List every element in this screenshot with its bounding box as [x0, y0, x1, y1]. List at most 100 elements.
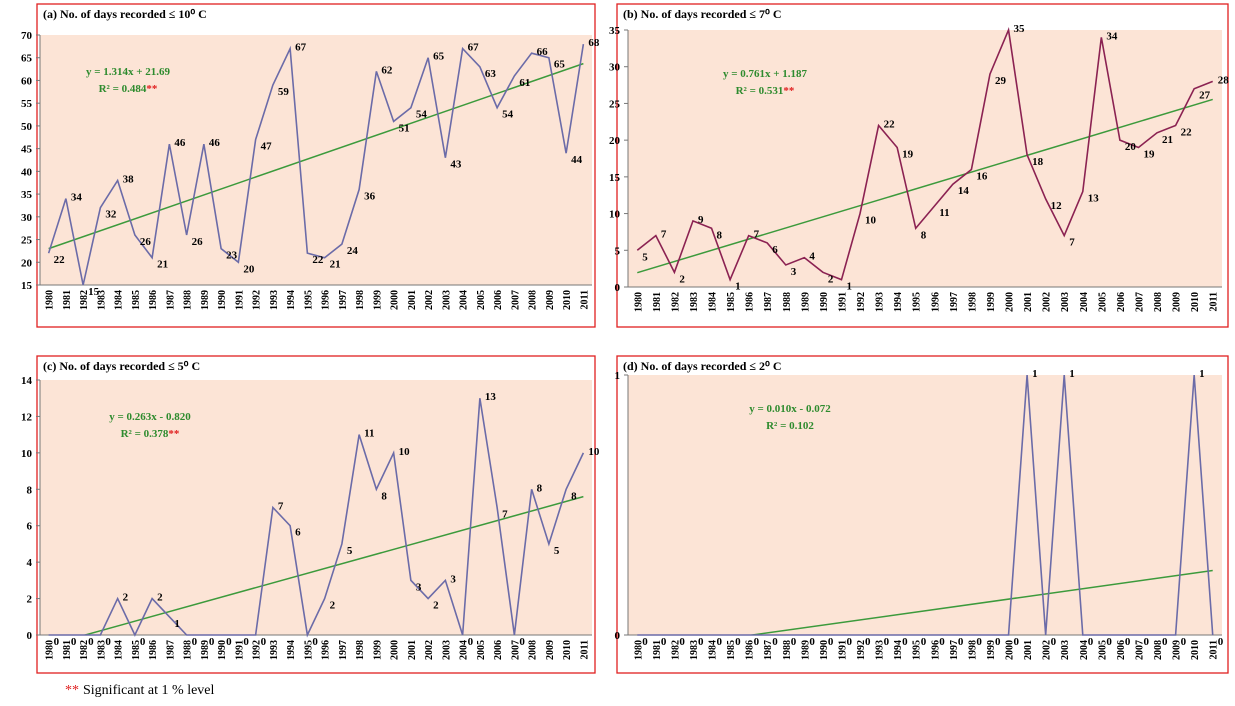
- x-tick-label: 1980: [45, 640, 56, 660]
- x-tick-label: 2006: [1116, 292, 1127, 312]
- x-tick-label: 1985: [726, 292, 737, 312]
- y-tick-label: 0: [27, 630, 33, 642]
- x-tick-label: 2001: [1023, 292, 1034, 312]
- data-label: 8: [537, 482, 543, 494]
- data-label: 0: [1181, 636, 1187, 648]
- data-label: 62: [381, 64, 393, 76]
- y-tick-label: 2: [27, 594, 33, 606]
- data-label: 0: [679, 636, 685, 648]
- y-tick-label: 0: [615, 630, 621, 642]
- plot-area: [628, 375, 1222, 635]
- chart-panel: (c) No. of days recorded ≤ 5⁰ C024681012…: [21, 355, 600, 674]
- x-tick-label: 1998: [355, 290, 366, 310]
- significance: **: [146, 83, 158, 95]
- data-label: 0: [791, 636, 797, 648]
- data-label: 0: [884, 636, 890, 648]
- x-tick-label: 1995: [912, 640, 923, 660]
- data-label: 0: [902, 636, 908, 648]
- x-tick-label: 1999: [372, 290, 383, 310]
- data-label: 1: [735, 281, 741, 293]
- data-label: 5: [347, 545, 353, 557]
- data-label: 0: [1088, 636, 1094, 648]
- data-line: [636, 27, 1214, 282]
- data-label: 1: [1069, 368, 1075, 380]
- data-label: 0: [226, 636, 232, 648]
- x-tick-label: 2005: [1097, 292, 1108, 312]
- x-tick-label: 1989: [800, 292, 811, 312]
- x-tick-label: 1994: [893, 640, 904, 660]
- x-tick-label: 1997: [949, 292, 960, 312]
- panel-title: (d) No. of days recorded ≤ 2⁰ C: [623, 359, 782, 373]
- x-tick-label: 1985: [131, 640, 142, 660]
- x-tick-label: 2007: [510, 290, 521, 310]
- x-tick-label: 1990: [819, 640, 830, 660]
- data-label: 0: [1162, 636, 1168, 648]
- data-label: 54: [416, 109, 428, 121]
- data-label: 21: [1162, 134, 1173, 146]
- data-label: 7: [1069, 237, 1075, 249]
- data-label: 5: [642, 251, 648, 263]
- data-label: 1: [1032, 368, 1038, 380]
- data-label: 11: [364, 428, 374, 440]
- data-label: 38: [123, 173, 135, 185]
- x-tick-label: 1995: [303, 640, 314, 660]
- trend-line: [746, 569, 1213, 635]
- data-label: 11: [939, 207, 949, 219]
- data-label: 14: [958, 185, 970, 197]
- chart-panel: (a) No. of days recorded ≤ 10⁰ C 15 20 25 30…: [21, 3, 600, 328]
- data-label: 8: [921, 229, 927, 241]
- data-line: [47, 43, 585, 286]
- x-tick-label: 1985: [131, 290, 142, 310]
- data-label: 3: [791, 266, 797, 278]
- x-tick-label: 1997: [949, 640, 960, 660]
- x-tick-label: 2008: [1153, 640, 1164, 660]
- x-tick-label: 1981: [62, 290, 73, 310]
- x-tick-label: 1980: [633, 292, 644, 312]
- x-tick-label: 2008: [528, 290, 539, 310]
- y-tick-label: 4: [27, 557, 33, 569]
- y-tick-label: 65: [21, 53, 33, 65]
- x-tick-label: 1987: [763, 292, 774, 312]
- trend-equation: y = 1.314x + 21.69: [86, 66, 171, 78]
- data-label: 6: [772, 244, 778, 256]
- data-label: 22: [312, 254, 324, 266]
- x-tick-label: 2003: [441, 640, 452, 660]
- r2-value: R² = 0.378: [121, 428, 169, 440]
- r2-value: R² = 0.102: [766, 420, 814, 432]
- data-label: 63: [485, 68, 497, 80]
- data-label: 2: [828, 273, 834, 285]
- data-label: 0: [717, 636, 723, 648]
- data-label: 0: [71, 636, 77, 648]
- x-tick-label: 1982: [79, 290, 90, 310]
- data-label: 67: [295, 42, 307, 54]
- x-tick-label: 1986: [745, 640, 756, 660]
- data-label: 0: [735, 636, 741, 648]
- data-label: 3: [416, 581, 422, 593]
- x-tick-label: 1996: [321, 290, 332, 310]
- data-label: 32: [105, 209, 117, 221]
- trend-r2: R² = 0.484**: [99, 83, 158, 95]
- y-tick-label: 20: [609, 135, 621, 147]
- chart-panel: (b) No. of days recorded ≤ 7⁰ C051015202…: [609, 3, 1229, 328]
- data-label: 7: [754, 229, 760, 241]
- y-tick-label: 50: [21, 121, 33, 133]
- data-label: 0: [192, 636, 198, 648]
- x-tick-label: 2006: [493, 290, 504, 310]
- significance: **: [168, 428, 180, 440]
- y-tick-label: 5: [615, 245, 621, 257]
- x-tick-label: 1993: [875, 640, 886, 660]
- chart-panel: (d) No. of days recorded ≤ 2⁰ C 0 1 1980 198…: [615, 355, 1229, 674]
- data-label: 0: [642, 636, 648, 648]
- data-label: 26: [140, 236, 152, 248]
- x-tick-label: 1982: [79, 640, 90, 660]
- data-label: 16: [976, 171, 988, 183]
- x-tick-label: 1983: [689, 292, 700, 312]
- data-label: 0: [995, 636, 1001, 648]
- x-tick-label: 2007: [1134, 292, 1145, 312]
- x-tick-label: 1987: [165, 290, 176, 310]
- x-tick-label: 1988: [782, 292, 793, 312]
- x-tick-label: 1987: [763, 640, 774, 660]
- x-tick-label: 1983: [689, 640, 700, 660]
- x-tick-label: 2000: [1005, 640, 1016, 660]
- footnote-text: Significant at 1 % level: [83, 683, 215, 698]
